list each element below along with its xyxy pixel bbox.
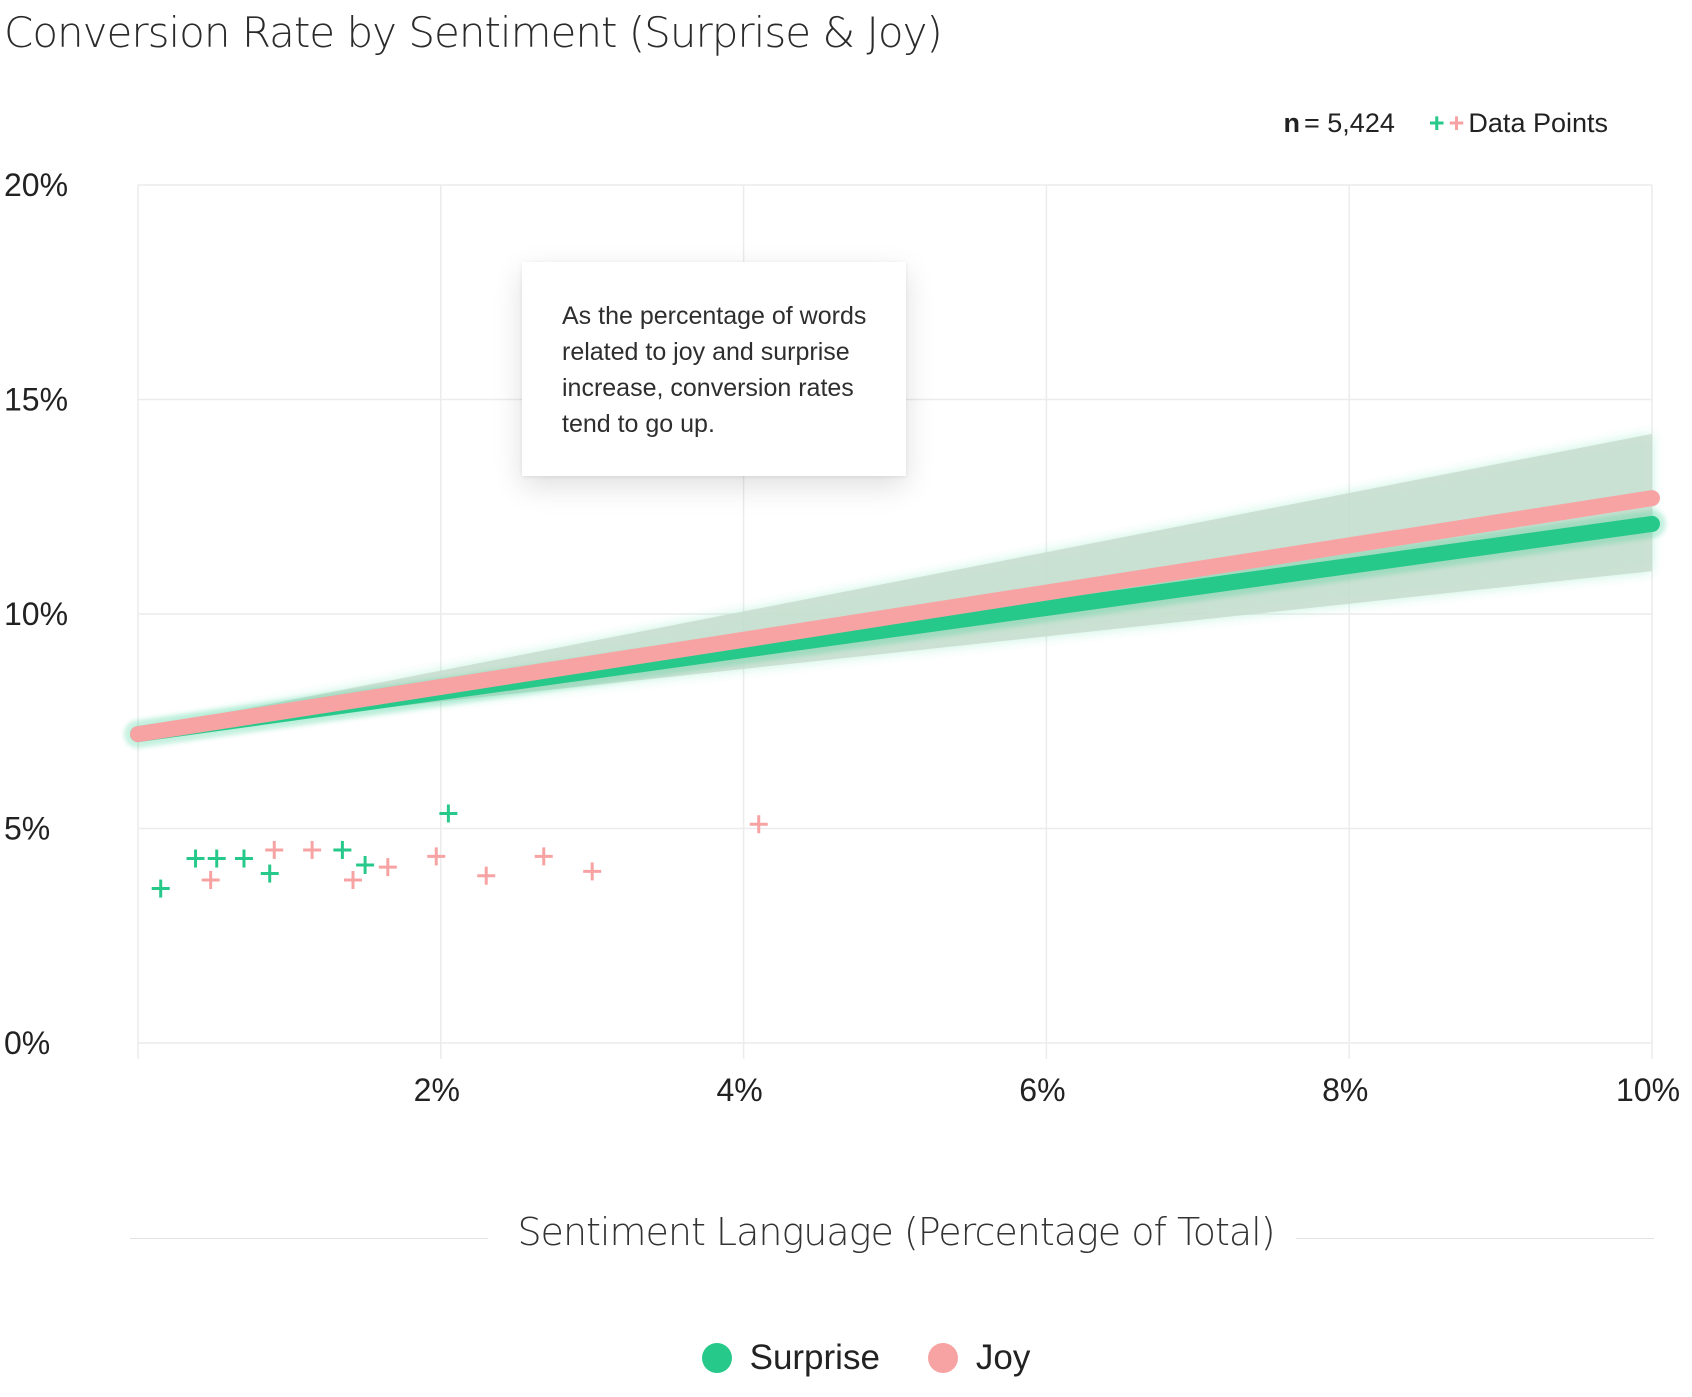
- x-tick-label: 4%: [716, 1072, 762, 1108]
- trend-line-joy: [130, 490, 1660, 743]
- y-tick-label: 0%: [4, 1025, 50, 1061]
- data-point-surprise: [151, 879, 170, 898]
- data-points-label: Data Points: [1468, 108, 1608, 138]
- chart-title: Conversion Rate by Sentiment (Surprise &…: [4, 8, 943, 57]
- chart-meta: n = 5,424 + + Data Points: [1284, 108, 1608, 139]
- y-tick-label: 15%: [4, 382, 68, 418]
- data-point-joy: [378, 858, 397, 877]
- data-point-joy: [477, 866, 496, 885]
- data-point-joy: [583, 862, 602, 881]
- data-point-surprise: [333, 840, 352, 859]
- x-tick-label: 10%: [1616, 1072, 1680, 1108]
- data-point-joy: [265, 840, 284, 859]
- x-axis-title: Sentiment Language (Percentage of Total): [517, 1210, 1275, 1254]
- data-point-joy: [427, 847, 446, 866]
- data-point-surprise: [234, 849, 253, 868]
- data-point-joy: [343, 870, 362, 889]
- y-tick-label: 10%: [4, 596, 68, 632]
- data-point-joy: [303, 840, 322, 859]
- y-tick-label: 5%: [4, 811, 50, 847]
- data-point-surprise: [439, 804, 458, 823]
- legend-label-joy: Joy: [975, 1338, 1031, 1377]
- confidence-band: [138, 433, 1652, 735]
- sample-size-label: n: [1283, 108, 1301, 138]
- x-tick-label: 8%: [1322, 1072, 1368, 1108]
- surprise-swatch-icon: [701, 1343, 732, 1373]
- x-axis-title-rule-right: [1296, 1238, 1654, 1239]
- x-tick-label: 2%: [414, 1072, 460, 1108]
- legend-label-surprise: Surprise: [749, 1338, 880, 1377]
- joy-swatch-icon: [927, 1343, 958, 1373]
- data-point-joy: [201, 870, 220, 889]
- annotation-box: As the percentage of words related to jo…: [522, 262, 906, 476]
- x-axis-title-rule-left: [130, 1238, 488, 1239]
- data-point-joy: [749, 815, 768, 834]
- x-tick-label: 6%: [1019, 1072, 1065, 1108]
- data-point-surprise: [207, 849, 226, 868]
- legend: Surprise Joy: [20, 1338, 1692, 1378]
- legend-item-joy[interactable]: Joy: [927, 1338, 1031, 1378]
- y-tick-label: 20%: [4, 167, 68, 203]
- legend-item-surprise[interactable]: Surprise: [701, 1338, 880, 1378]
- data-point-surprise: [260, 864, 279, 883]
- data-point-joy: [534, 847, 553, 866]
- data-point-surprise: [356, 855, 375, 874]
- surprise-plus-icon: +: [1428, 108, 1445, 138]
- sample-size-value: = 5,424: [1304, 108, 1395, 138]
- data-point-surprise: [186, 849, 205, 868]
- joy-plus-icon: +: [1448, 108, 1465, 138]
